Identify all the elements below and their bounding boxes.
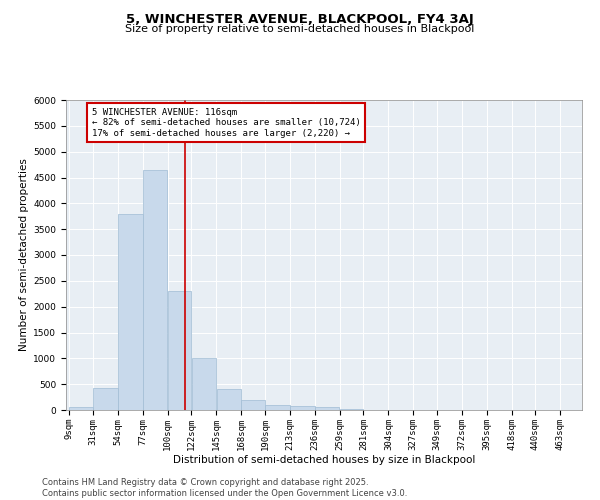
- Bar: [217, 390, 241, 410]
- Bar: [265, 405, 290, 410]
- Text: Size of property relative to semi-detached houses in Blackpool: Size of property relative to semi-detach…: [125, 24, 475, 34]
- Bar: [70, 408, 93, 410]
- Y-axis label: Number of semi-detached properties: Number of semi-detached properties: [19, 158, 29, 352]
- Bar: [93, 388, 118, 410]
- Bar: [290, 406, 314, 410]
- Bar: [168, 291, 191, 410]
- Text: 5, WINCHESTER AVENUE, BLACKPOOL, FY4 3AJ: 5, WINCHESTER AVENUE, BLACKPOOL, FY4 3AJ: [126, 12, 474, 26]
- Bar: [241, 400, 265, 410]
- X-axis label: Distribution of semi-detached houses by size in Blackpool: Distribution of semi-detached houses by …: [173, 456, 475, 466]
- Bar: [315, 407, 340, 410]
- Text: 5 WINCHESTER AVENUE: 116sqm
← 82% of semi-detached houses are smaller (10,724)
1: 5 WINCHESTER AVENUE: 116sqm ← 82% of sem…: [92, 108, 361, 138]
- Bar: [143, 170, 167, 410]
- Bar: [192, 358, 216, 410]
- Text: Contains HM Land Registry data © Crown copyright and database right 2025.
Contai: Contains HM Land Registry data © Crown c…: [42, 478, 407, 498]
- Bar: [118, 214, 143, 410]
